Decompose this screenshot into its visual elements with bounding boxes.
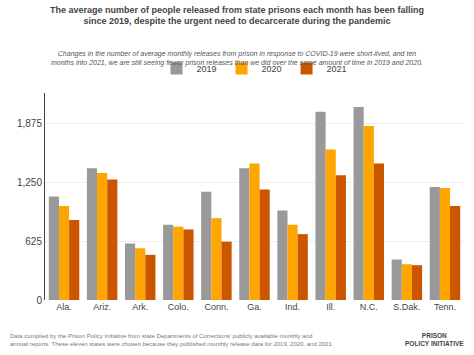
svg-text:S.Dak.: S.Dak. — [393, 302, 420, 312]
svg-text:N.C.: N.C. — [360, 302, 378, 312]
svg-text:Ga.: Ga. — [247, 302, 262, 312]
svg-text:Data compiled by the Prison Po: Data compiled by the Prison Policy Initi… — [10, 333, 334, 347]
svg-text:Tenn.: Tenn. — [434, 302, 456, 312]
svg-text:Ind.: Ind. — [285, 302, 300, 312]
svg-text:Ariz.: Ariz. — [93, 302, 111, 312]
svg-text:Changes in the number of avera: Changes in the number of average monthly… — [51, 50, 423, 67]
svg-text:Ill.: Ill. — [326, 302, 335, 312]
svg-text:Conn.: Conn. — [204, 302, 228, 312]
svg-text:PRISONPOLICY INITIATIVE: PRISONPOLICY INITIATIVE — [405, 332, 464, 347]
svg-text:The average number of people r: The average number of people released fr… — [50, 5, 424, 27]
svg-text:2019: 2019 — [197, 64, 217, 74]
svg-text:625: 625 — [25, 236, 42, 247]
svg-text:2021: 2021 — [327, 64, 347, 74]
svg-text:Colo.: Colo. — [168, 302, 189, 312]
svg-text:1,250: 1,250 — [17, 177, 42, 188]
svg-text:0: 0 — [36, 295, 42, 306]
svg-text:1,875: 1,875 — [17, 118, 42, 129]
svg-text:Ala.: Ala. — [56, 302, 72, 312]
svg-text:Ark.: Ark. — [132, 302, 148, 312]
svg-text:2020: 2020 — [262, 64, 282, 74]
